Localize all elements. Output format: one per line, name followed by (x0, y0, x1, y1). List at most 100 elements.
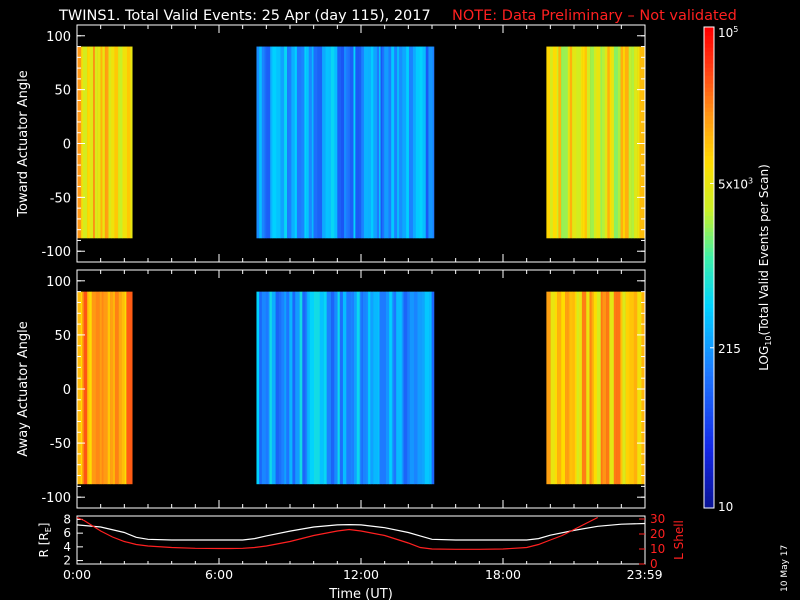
colorbar-cell (704, 167, 714, 172)
y-tick-label: -100 (41, 491, 71, 506)
colorbar-cell (704, 471, 714, 477)
heat-cell (415, 46, 420, 239)
y-tick-label: -50 (50, 191, 71, 206)
heat-cell (87, 291, 90, 485)
colorbar-cell (704, 383, 714, 389)
toward-interval-0 (77, 46, 133, 239)
colorbar-cell (704, 295, 714, 301)
heat-cell (119, 46, 123, 239)
colorbar-cell (704, 143, 714, 148)
colorbar-cell (704, 119, 714, 124)
heat-cell (122, 46, 128, 239)
y-tick-label: -50 (50, 437, 71, 452)
heat-cell (278, 291, 282, 485)
colorbar-cell (704, 291, 714, 297)
left-axis-label: R [RE] (37, 523, 53, 558)
heat-cell (114, 291, 119, 485)
heat-cell (550, 291, 556, 485)
colorbar-cell (704, 71, 714, 76)
y-tick-label: 0 (63, 383, 71, 398)
heat-cell (337, 291, 341, 485)
heat-cell (347, 46, 351, 239)
heat-cell (549, 46, 554, 239)
heat-cell (623, 46, 626, 239)
colorbar-cell (704, 263, 714, 269)
colorbar-cell (704, 375, 714, 381)
colorbar-cell (704, 303, 714, 309)
heat-cell (334, 291, 338, 485)
colorbar-cell (704, 387, 714, 393)
colorbar-cell (704, 351, 714, 357)
heat-cell (582, 46, 585, 239)
right-axis-label: L Shell (672, 520, 686, 560)
y-tick-label: -100 (41, 245, 71, 260)
heat-cell (356, 291, 360, 485)
x-tick-label: 6:00 (205, 567, 233, 582)
heat-cell (377, 291, 380, 485)
heat-cell (419, 46, 423, 239)
heat-cell (261, 291, 267, 485)
heat-cell (126, 46, 131, 239)
colorbar-cell (704, 495, 714, 501)
heat-cell (561, 291, 566, 485)
heat-cell (359, 291, 362, 485)
heat-cell (572, 291, 576, 485)
heat-cell (256, 291, 260, 485)
left-tick-label: 8 (63, 512, 71, 526)
colorbar-cell (704, 435, 714, 441)
heat-cell (393, 291, 397, 485)
colorbar-cell (704, 403, 714, 409)
colorbar-cell (704, 363, 714, 369)
heat-cell (287, 46, 290, 239)
right-tick-label: 0 (650, 557, 658, 571)
heat-cell (124, 291, 127, 485)
heat-cell (368, 291, 371, 485)
heat-cell (572, 46, 577, 239)
heat-cell (328, 46, 332, 239)
heat-cell (425, 46, 429, 239)
y-tick-label: 0 (63, 138, 71, 153)
colorbar-cell (704, 443, 714, 449)
left-tick-label: 6 (63, 526, 71, 540)
colorbar-cell (704, 475, 714, 481)
heat-cell (586, 46, 591, 239)
colorbar-cell (704, 183, 714, 188)
colorbar-cell (704, 459, 714, 465)
heat-cell (100, 46, 103, 239)
heat-cell (361, 46, 365, 239)
heat-cell (391, 291, 394, 485)
heat-cell (379, 46, 381, 239)
colorbar-cell (704, 259, 714, 265)
heat-cell (629, 291, 635, 485)
colorbar-cell (704, 367, 714, 373)
colorbar-cell (704, 463, 714, 469)
heat-cell (373, 291, 378, 485)
heat-cell (322, 46, 326, 239)
heat-cell (302, 291, 306, 485)
heat-cell (589, 291, 592, 485)
colorbar-cell (704, 151, 714, 156)
heat-cell (267, 291, 270, 485)
heat-cell (633, 291, 638, 485)
heat-cell (353, 46, 356, 239)
heat-cell (299, 291, 303, 485)
heat-cell (314, 291, 317, 485)
heat-cell (399, 291, 403, 485)
heat-cell (292, 291, 296, 485)
heat-cell (270, 46, 273, 239)
heat-cell (584, 46, 588, 239)
colorbar-cell (704, 379, 714, 385)
heat-cell (104, 46, 107, 239)
heat-cell (281, 291, 285, 485)
heat-cell (412, 46, 417, 239)
heat-cell (103, 291, 109, 485)
colorbar-cell (704, 91, 714, 96)
heat-cell (363, 46, 369, 239)
colorbar-cell (704, 483, 714, 489)
toward-ylabel: Toward Actuator Angle (16, 70, 31, 217)
right-tick-label: 30 (650, 512, 665, 526)
heat-cell (546, 46, 551, 239)
heat-cell (389, 291, 393, 485)
heat-cell (432, 46, 435, 239)
heat-cell (637, 291, 642, 485)
